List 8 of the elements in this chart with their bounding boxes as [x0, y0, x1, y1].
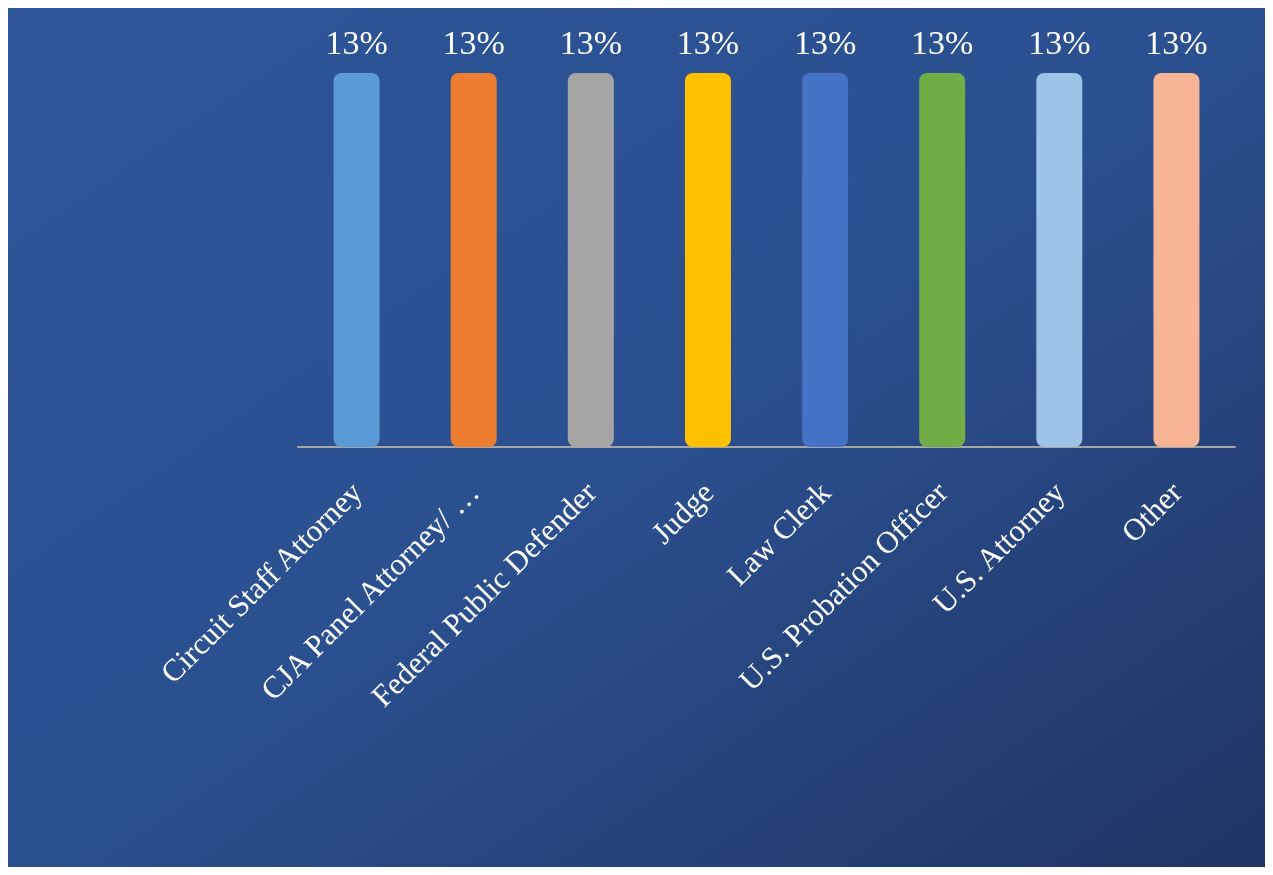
data-label: 13%: [442, 23, 505, 61]
data-label: 13%: [1145, 23, 1208, 61]
data-label: 13%: [676, 23, 740, 61]
data-label: 13%: [325, 23, 388, 61]
data-label: 13%: [793, 23, 857, 61]
data-label: 13%: [559, 23, 622, 61]
data-label: 13%: [911, 23, 974, 61]
data-label: 13%: [1028, 23, 1091, 61]
